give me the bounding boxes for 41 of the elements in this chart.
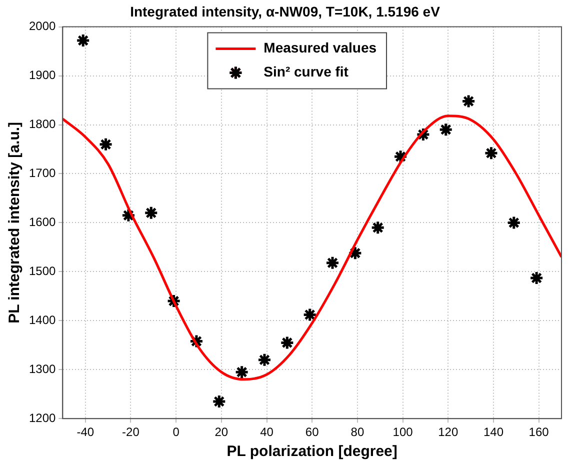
line-series [62,114,562,381]
point [280,335,294,350]
y-tick-label: 1500 [28,264,56,278]
point [438,122,454,137]
chart-title: Integrated intensity, α-NW09, T=10K, 1.5196 eV [130,3,441,20]
x-tick-label: -40 [76,425,94,440]
point [98,137,114,152]
x-tick-label: 20 [214,425,228,440]
y-tick-label: 1900 [28,68,56,82]
x-tick-label: 0 [172,425,180,440]
y-tick-label: 1600 [28,215,56,230]
point [302,308,318,322]
x-tick-label: 160 [528,425,550,440]
x-tick-label: -20 [122,425,140,440]
x-tick-label: 140 [483,425,504,440]
y-axis-title: PL integrated intensity [a.u.] [6,122,24,324]
point [212,394,226,409]
point [257,352,272,368]
x-tick-label: 80 [350,425,364,440]
x-tick-label: 100 [392,425,414,440]
y-tick-label: 1700 [28,166,56,180]
y-tick-label: 1300 [28,362,56,376]
point [370,220,386,235]
point [529,270,544,286]
x-axis-title: PL polarization [degree] [226,443,398,460]
point [506,215,522,230]
legend-label: Measured values [264,40,377,56]
point [325,256,340,270]
legend-label: Sin² curve fit [264,64,349,80]
y-tick-label: 1400 [28,312,56,327]
y-tick-label: 1200 [28,410,56,425]
x-tick-label: 40 [260,425,274,440]
x-tick-label: 60 [305,425,320,440]
point [461,94,476,108]
point [144,206,158,220]
point [234,364,250,380]
point [76,33,90,48]
x-tick-label: 120 [438,425,458,440]
point [484,146,498,160]
y-tick-label: 1800 [28,117,56,132]
y-tick-label: 2000 [28,19,56,34]
